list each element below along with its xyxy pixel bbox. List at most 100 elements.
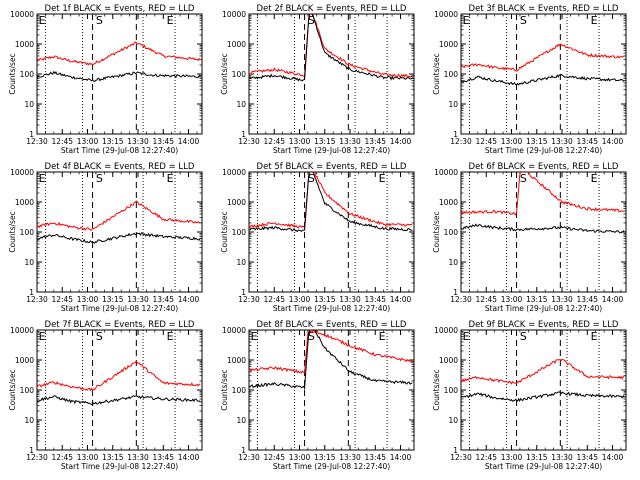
interval-flag-label: E: [379, 330, 386, 343]
interval-flag-label: S: [520, 14, 527, 27]
x-tick-label: 13:15: [102, 453, 124, 462]
y-axis-label: Counts/sec: [220, 53, 229, 94]
series-line: [37, 41, 201, 66]
panel-title: Det 1f BLACK = Events, RED = LLD: [45, 4, 195, 14]
panel-title: Det 5f BLACK = Events, RED = LLD: [257, 162, 407, 172]
series-group: [461, 358, 625, 403]
series-group: [461, 43, 625, 86]
interval-flag-label: E: [463, 330, 470, 343]
x-tick-label: 12:45: [263, 295, 285, 304]
x-tick-label: 12:30: [26, 453, 48, 462]
y-tick-label: 100: [444, 228, 459, 237]
x-tick-label: 13:45: [152, 453, 174, 462]
y-tick-label: 1000: [439, 198, 458, 207]
y-axis-label: Counts/sec: [8, 211, 17, 252]
series-line: [461, 391, 625, 403]
detector-panel: Det 9f BLACK = Events, RED = LLD 1 10 100 10…: [432, 320, 627, 471]
x-axis-label: Start Time (29-Jul-08 12:27:40): [485, 146, 602, 155]
y-tick-label: 100: [20, 70, 35, 79]
detector-panel: Det 7f BLACK = Events, RED = LLD 1 10 100 10…: [8, 320, 203, 471]
interval-flag-label: E: [251, 330, 258, 343]
x-tick-label: 13:15: [102, 137, 124, 146]
x-tick-label: 12:30: [26, 295, 48, 304]
y-tick-label: 1000: [227, 40, 246, 49]
x-tick-label: 13:30: [127, 137, 149, 146]
x-tick-label: 14:00: [390, 295, 412, 304]
x-tick-label: 14:00: [390, 453, 412, 462]
x-tick-label: 13:00: [501, 137, 523, 146]
x-tick-label: 13:45: [152, 137, 174, 146]
series-line: [249, 14, 413, 78]
x-tick-label: 13:00: [501, 453, 523, 462]
interval-flag-label: S: [520, 330, 527, 343]
plot-frame: [248, 13, 415, 135]
interval-flag-label: S: [96, 14, 103, 27]
y-tick-label: 1: [29, 288, 34, 297]
interval-flag-label: E: [591, 172, 598, 185]
y-axis-label: Counts/sec: [220, 211, 229, 252]
y-tick-label: 10: [236, 416, 246, 425]
series-line: [461, 223, 625, 234]
interval-flag-label: E: [591, 330, 598, 343]
x-tick-label: 14:00: [178, 137, 200, 146]
plot-frame: [248, 329, 415, 451]
x-tick-label: 13:00: [77, 137, 99, 146]
x-tick-label: 14:00: [178, 295, 200, 304]
x-tick-label: 14:00: [602, 137, 624, 146]
y-tick-label: 100: [444, 386, 459, 395]
x-tick-label: 13:15: [102, 295, 124, 304]
series-line: [461, 358, 625, 385]
panel-title: Det 8f BLACK = Events, RED = LLD: [257, 320, 407, 330]
interval-flag-label: E: [167, 14, 174, 27]
x-tick-label: 12:45: [51, 295, 73, 304]
x-tick-label: 12:30: [450, 295, 472, 304]
panel-title: Det 7f BLACK = Events, RED = LLD: [45, 320, 195, 330]
x-tick-label: 12:45: [263, 453, 285, 462]
panel-title: Det 3f BLACK = Events, RED = LLD: [469, 4, 619, 14]
y-tick-label: 10: [24, 258, 34, 267]
panel-title: Det 9f BLACK = Events, RED = LLD: [469, 320, 619, 330]
y-tick-label: 100: [232, 70, 247, 79]
y-tick-label: 100: [20, 228, 35, 237]
y-tick-label: 10: [24, 100, 34, 109]
interval-flag-label: E: [379, 172, 386, 185]
interval-flag-label: S: [520, 172, 527, 185]
x-tick-label: 13:15: [526, 137, 548, 146]
series-line: [461, 73, 625, 86]
x-tick-label: 13:45: [576, 137, 598, 146]
x-axis-label: Start Time (29-Jul-08 12:27:40): [485, 462, 602, 471]
x-tick-label: 13:30: [339, 137, 361, 146]
y-tick-label: 100: [232, 386, 247, 395]
y-axis-label: Counts/sec: [432, 53, 441, 94]
plot-frame: [460, 171, 627, 293]
y-tick-label: 10: [236, 100, 246, 109]
x-tick-label: 13:15: [314, 295, 336, 304]
y-tick-label: 10: [24, 416, 34, 425]
y-tick-label: 1: [453, 130, 458, 139]
panel-title: Det 4f BLACK = Events, RED = LLD: [45, 162, 195, 172]
plot-frame: [36, 329, 203, 451]
x-tick-label: 13:45: [152, 295, 174, 304]
x-tick-label: 13:45: [364, 137, 386, 146]
x-axis-label: Start Time (29-Jul-08 12:27:40): [273, 146, 390, 155]
x-tick-label: 13:15: [526, 295, 548, 304]
detector-panel: Det 2f BLACK = Events, RED = LLD 1 10 100 10…: [220, 4, 415, 155]
interval-flag-label: E: [463, 14, 470, 27]
y-tick-label: 100: [444, 70, 459, 79]
x-tick-label: 13:30: [127, 295, 149, 304]
x-tick-label: 13:30: [551, 295, 573, 304]
series-group: [249, 14, 413, 82]
y-tick-label: 1: [29, 130, 34, 139]
x-tick-label: 13:45: [576, 453, 598, 462]
series-line: [249, 172, 413, 230]
y-tick-label: 1000: [439, 40, 458, 49]
y-axis-label: Counts/sec: [432, 211, 441, 252]
x-tick-label: 12:30: [238, 453, 260, 462]
y-tick-label: 100: [232, 228, 247, 237]
x-tick-label: 13:45: [576, 295, 598, 304]
series-line: [37, 70, 201, 83]
plot-frame: [36, 171, 203, 293]
series-line: [461, 43, 625, 72]
y-tick-label: 10: [236, 258, 246, 267]
y-tick-label: 1000: [15, 356, 34, 365]
